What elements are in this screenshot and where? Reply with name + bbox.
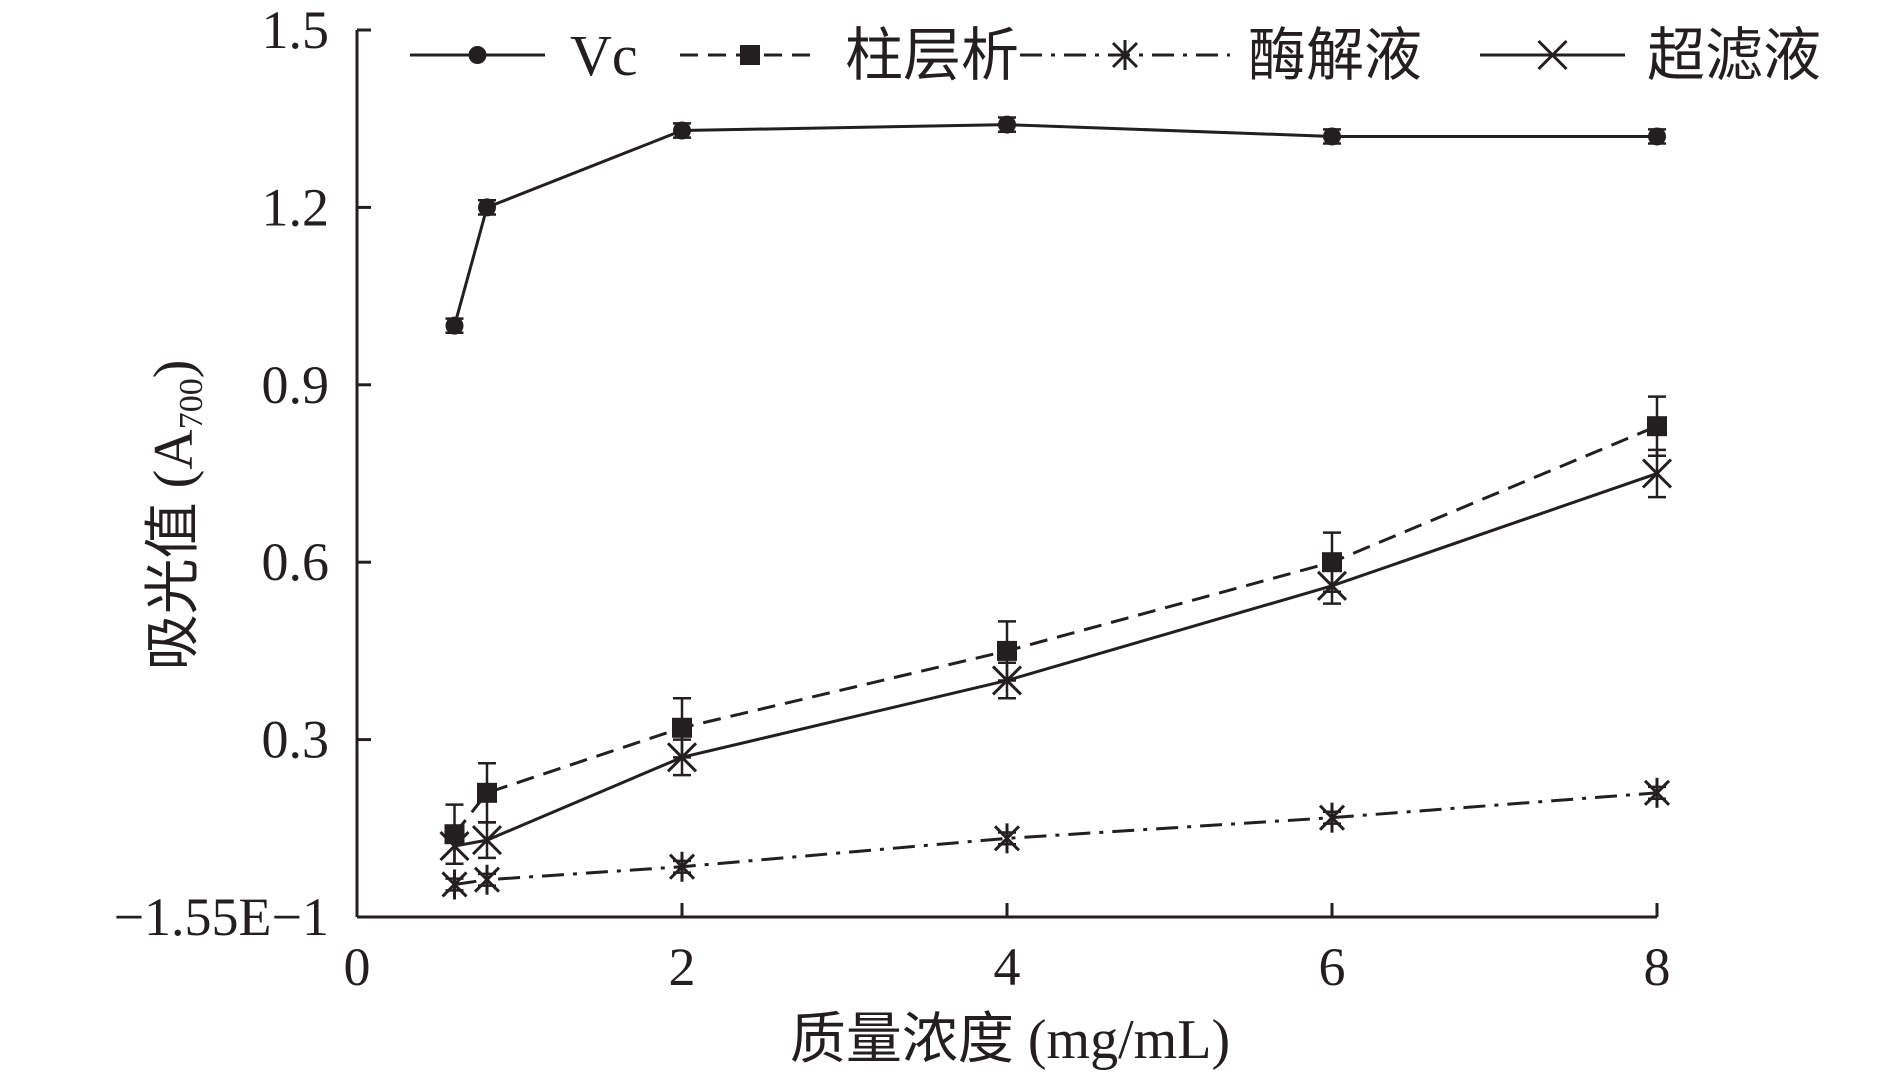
y-tick-label: 0.9 (262, 355, 330, 415)
x-tick-label: 6 (1319, 937, 1346, 997)
data-point (1316, 570, 1348, 601)
data-point (473, 864, 501, 895)
series-1 (445, 115, 1666, 335)
legend-marker-stroke (1537, 39, 1568, 71)
y-tick-label: −1.55E−1 (114, 887, 329, 947)
legend-label: 柱层析 (845, 23, 1019, 88)
data-point (1643, 777, 1671, 808)
data-point (441, 869, 468, 900)
series-line (454, 791, 1658, 886)
y-tick-label: 1.2 (262, 177, 330, 237)
data-point (991, 665, 1023, 696)
series-3 (441, 777, 1671, 900)
data-point-stroke (1316, 570, 1348, 601)
legend: Vc 柱层析 酶解液 超滤液 (410, 23, 1821, 88)
data-point-stroke (439, 830, 470, 862)
legend-marker (1111, 40, 1139, 70)
data-point (477, 782, 497, 803)
data-point (1641, 458, 1673, 489)
series-line (453, 424, 1658, 836)
x-tick-label: 4 (994, 937, 1021, 997)
data-point (998, 115, 1016, 134)
axes: −1.55E−1 0.3 0.6 0.9 1.2 1.5 0 2 4 6 8 (114, 0, 1671, 997)
data-point (1323, 127, 1341, 146)
legend-marker (740, 45, 760, 65)
data-point (439, 830, 470, 862)
data-point (993, 823, 1021, 854)
legend-item-2: 柱层析 (680, 23, 1019, 88)
legend-item-4: 超滤液 (1480, 23, 1821, 88)
data-point-stroke (666, 742, 698, 773)
x-tick-label: 2 (669, 937, 696, 997)
legend-label: 酶解液 (1248, 23, 1422, 88)
data-point (1647, 416, 1667, 437)
x-axis-title: 质量浓度 (mg/mL) (790, 1009, 1230, 1071)
data-point (673, 121, 691, 140)
y-axis-title-close: ) (143, 360, 205, 379)
data-point (672, 717, 692, 738)
data-point (471, 825, 503, 856)
y-axis-title-subscript: 700 (173, 378, 210, 429)
x-tick-label: 8 (1644, 937, 1671, 997)
y-tick-label: 0.3 (262, 710, 330, 770)
data-point (478, 198, 496, 217)
legend-marker (1537, 39, 1568, 71)
data-point (445, 316, 464, 335)
data-point-stroke (991, 665, 1023, 696)
series-line (453, 123, 1657, 327)
x-tick-label: 0 (344, 937, 371, 997)
data-point (1318, 802, 1346, 833)
data-point-stroke (1641, 458, 1673, 489)
legend-label: 超滤液 (1647, 23, 1821, 88)
series-4 (439, 448, 1673, 866)
data-point (666, 742, 698, 773)
legend-item-3: 酶解液 (1020, 23, 1422, 88)
y-tick-label: 1.5 (262, 0, 330, 60)
y-tick-label: 0.6 (262, 532, 330, 592)
legend-marker (468, 46, 487, 64)
data-point (997, 640, 1017, 661)
series-2 (444, 395, 1667, 866)
legend-label: Vc (570, 23, 638, 88)
series-layer (439, 115, 1673, 900)
y-axis-title-main: 吸光值 (A (143, 429, 205, 671)
legend-item-1: Vc (410, 23, 638, 88)
data-point (668, 851, 696, 882)
data-point-stroke (471, 825, 503, 856)
y-axis-title: 吸光值 (A700) (143, 360, 210, 671)
data-point (1648, 127, 1666, 146)
series-line (454, 472, 1658, 848)
